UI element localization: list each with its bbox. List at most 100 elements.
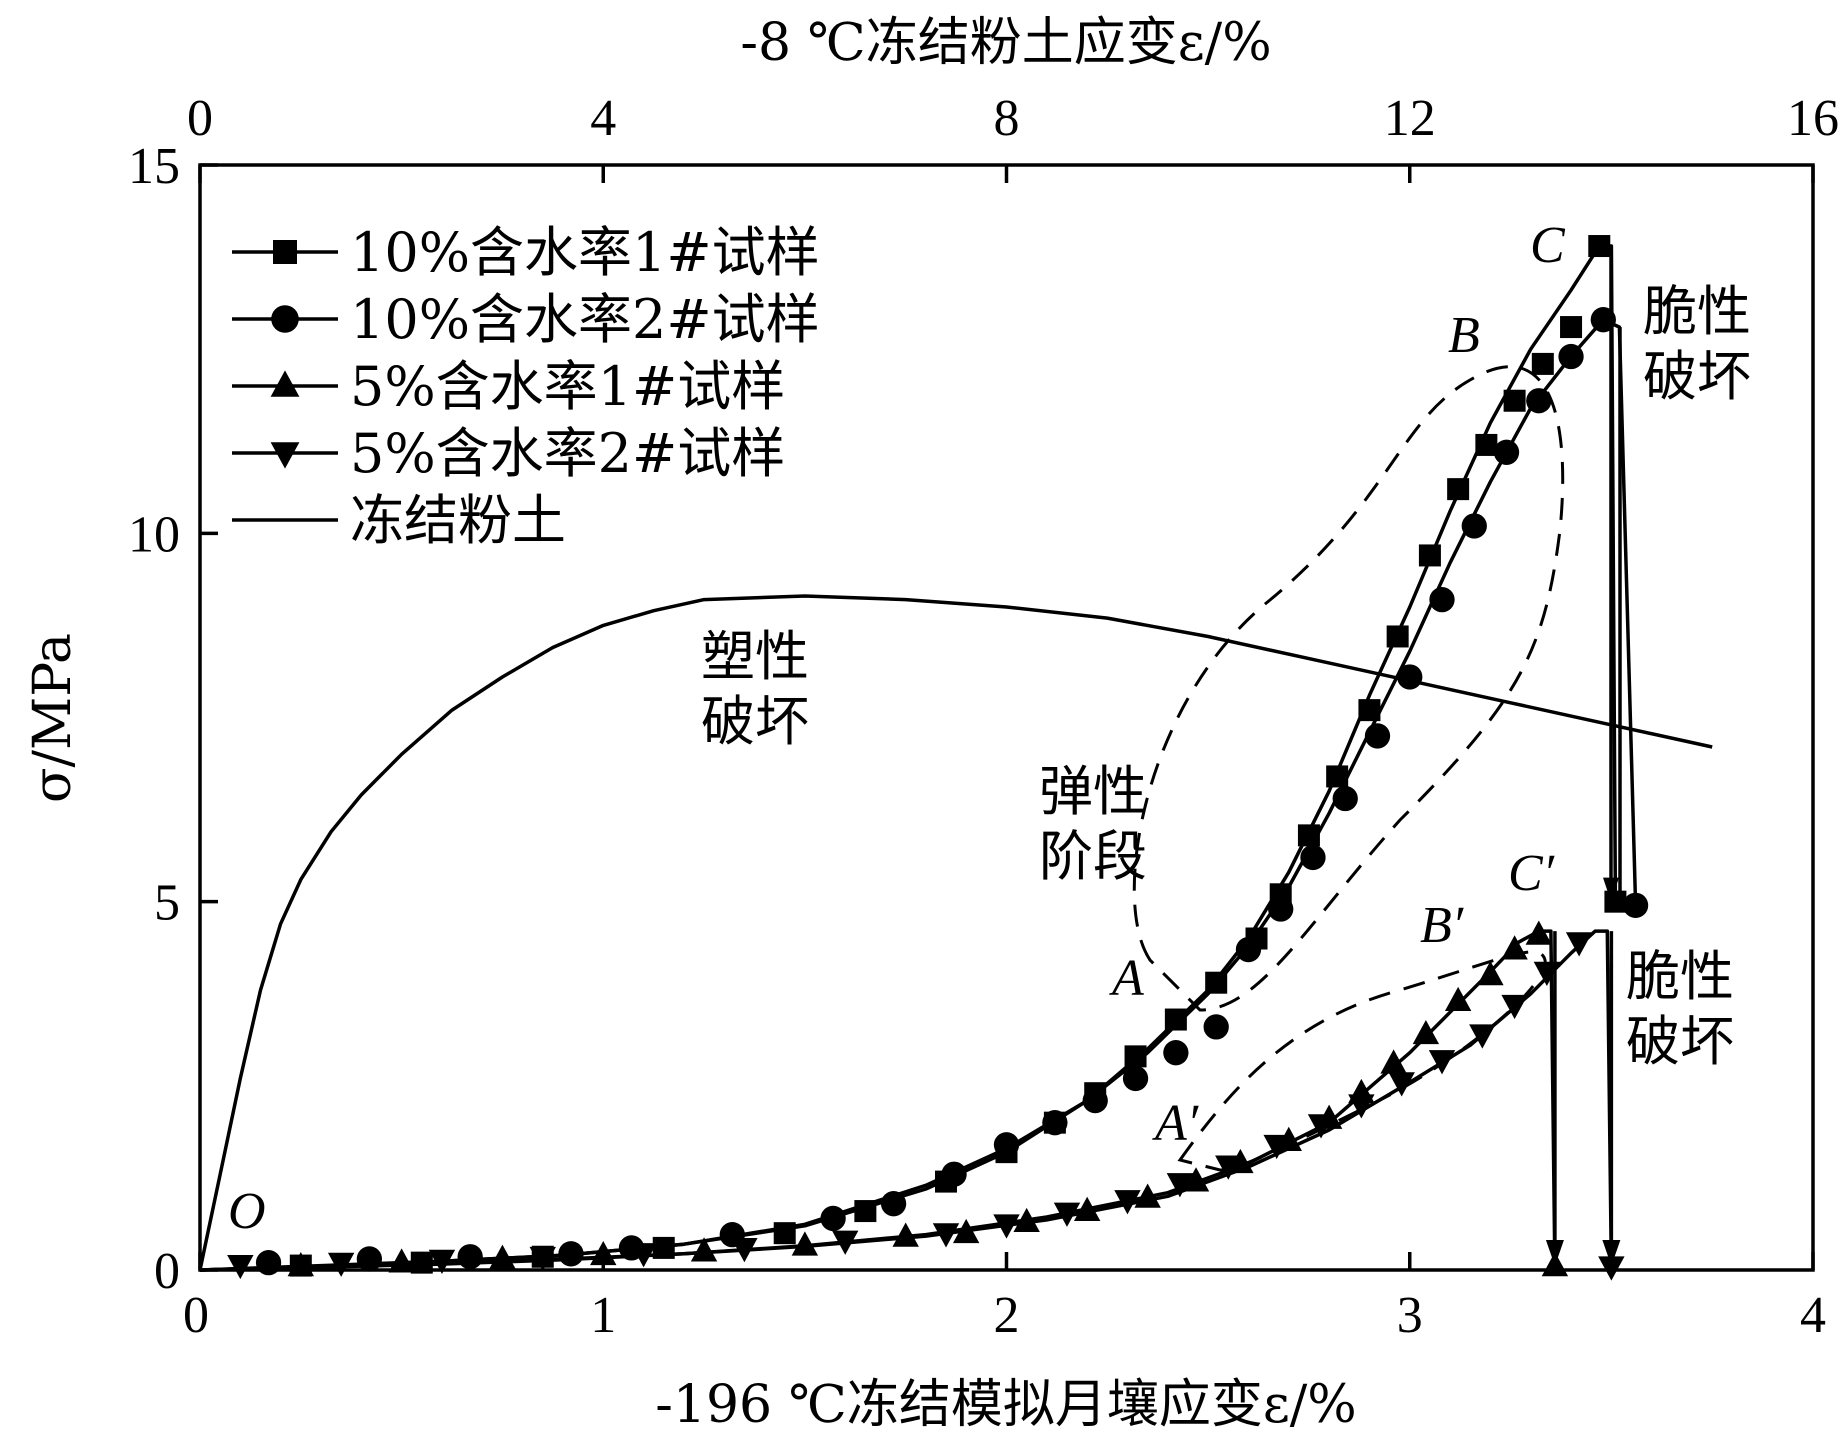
drop-arrowhead-1 bbox=[1602, 1240, 1621, 1266]
triangle-down-marker bbox=[1114, 1190, 1141, 1215]
circle-marker bbox=[1364, 723, 1391, 749]
legend-entry-0: 10%含水率1#试样 bbox=[232, 221, 820, 284]
triangle-down-marker bbox=[428, 1249, 456, 1274]
series-layer bbox=[198, 235, 1713, 1281]
square-marker bbox=[1386, 625, 1409, 648]
triangle-down-marker bbox=[270, 442, 300, 469]
series-line-3 bbox=[199, 929, 1614, 1272]
square-marker bbox=[273, 240, 297, 264]
circle-marker bbox=[1082, 1087, 1108, 1114]
legend-entry-1: 10%含水率2#试样 bbox=[232, 288, 820, 351]
square-marker bbox=[1604, 890, 1627, 913]
triangle-down-marker bbox=[1215, 1155, 1242, 1180]
square-marker bbox=[1531, 352, 1554, 375]
legend: 10%含水率1#试样10%含水率2#试样5%含水率1#试样5%含水率2#试样冻结… bbox=[232, 221, 820, 552]
y-tick-label: 10 bbox=[128, 506, 180, 563]
triangle-down-marker bbox=[1348, 1094, 1375, 1119]
y-tick-label: 0 bbox=[154, 1243, 180, 1300]
drop-arrowhead-0 bbox=[1545, 1240, 1564, 1266]
triangle-up-marker bbox=[1444, 986, 1472, 1012]
point-label-A: A bbox=[1109, 950, 1144, 1007]
y-tick-label: 15 bbox=[128, 138, 180, 195]
x-tick-label: 2 bbox=[994, 1287, 1020, 1344]
triangle-up-marker bbox=[1013, 1207, 1040, 1233]
triangle-down-marker bbox=[1053, 1202, 1081, 1227]
circle-marker bbox=[1461, 513, 1487, 539]
drop-arrowhead-10pct-0 bbox=[1603, 877, 1619, 902]
circle-marker bbox=[820, 1205, 846, 1232]
triangle-up-marker bbox=[1525, 920, 1552, 945]
x2-tick-label: 8 bbox=[994, 90, 1020, 147]
y-axis-title: σ/MPa bbox=[23, 633, 83, 803]
square-marker bbox=[1447, 478, 1470, 501]
circle-marker bbox=[1558, 343, 1584, 370]
triangle-up-marker bbox=[892, 1222, 919, 1247]
square-marker bbox=[1358, 699, 1381, 722]
triangle-up-marker bbox=[1501, 935, 1528, 960]
annotation-brittle2-line2: 破坏 bbox=[1626, 1010, 1734, 1073]
triangle-down-marker bbox=[832, 1230, 859, 1255]
circle-marker bbox=[1622, 892, 1649, 918]
annotation-brittle2-line1: 脆性 bbox=[1626, 945, 1734, 1008]
series-4 bbox=[198, 594, 1713, 1271]
circle-marker bbox=[271, 305, 299, 333]
circle-marker bbox=[1042, 1110, 1068, 1136]
series-line-4 bbox=[198, 594, 1713, 1271]
series-3 bbox=[199, 929, 1625, 1281]
circle-marker bbox=[1300, 844, 1326, 871]
circle-marker bbox=[993, 1132, 1020, 1158]
point-label-C-prime: C′ bbox=[1508, 845, 1556, 902]
y-tick-label: 5 bbox=[154, 875, 180, 932]
x-tick-label: 4 bbox=[1800, 1287, 1826, 1344]
circle-marker bbox=[1493, 439, 1520, 465]
legend-entry-2: 5%含水率1#试样 bbox=[232, 355, 785, 418]
triangle-down-marker bbox=[1565, 932, 1593, 957]
legend-label: 冻结粉土 bbox=[350, 489, 566, 552]
circle-marker bbox=[1526, 388, 1552, 414]
square-marker bbox=[1418, 544, 1441, 567]
triangle-down-marker bbox=[529, 1246, 556, 1272]
legend-label: 10%含水率2#试样 bbox=[350, 288, 820, 351]
triangle-down-marker bbox=[630, 1243, 657, 1268]
annotation-plastic-line2: 破坏 bbox=[701, 690, 809, 753]
triangle-down-marker bbox=[932, 1223, 960, 1248]
triangle-up-marker bbox=[1477, 961, 1504, 986]
square-marker bbox=[1560, 316, 1583, 339]
x2-axis-title: -8 ℃冻结粉土应变ε/% bbox=[740, 13, 1271, 73]
x2-tick-label: 0 bbox=[187, 90, 213, 147]
triangle-down-marker bbox=[1469, 1024, 1496, 1049]
annotation-plastic-line1: 塑性 bbox=[701, 625, 809, 688]
triangle-down-marker bbox=[1501, 994, 1528, 1020]
circle-marker bbox=[457, 1244, 483, 1270]
triangle-up-marker bbox=[1380, 1049, 1407, 1074]
triangle-down-marker bbox=[1263, 1134, 1290, 1160]
triangle-down-marker bbox=[327, 1252, 355, 1277]
triangle-up-marker bbox=[388, 1248, 415, 1273]
x-tick-label: 3 bbox=[1397, 1287, 1423, 1344]
triangle-down-marker bbox=[227, 1254, 254, 1280]
x2-tick-label: 4 bbox=[590, 90, 616, 147]
square-marker bbox=[1475, 433, 1498, 456]
annotation-brittle1-line1: 脆性 bbox=[1643, 280, 1751, 343]
triangle-down-marker bbox=[1388, 1072, 1415, 1097]
circle-marker bbox=[1235, 936, 1262, 963]
annotation-elastic-line1: 弹性 bbox=[1039, 760, 1147, 823]
circle-marker bbox=[1332, 785, 1358, 812]
annotation-brittle1-line2: 破坏 bbox=[1643, 345, 1751, 408]
square-marker bbox=[1164, 1008, 1187, 1031]
triangle-down-marker bbox=[1307, 1114, 1335, 1139]
circle-marker bbox=[1122, 1065, 1149, 1092]
circle-marker bbox=[1203, 1014, 1229, 1040]
legend-entry-3: 5%含水率2#试样 bbox=[232, 422, 785, 485]
elastic-stage-envelope-upper bbox=[1132, 365, 1565, 1012]
point-label-C: C bbox=[1530, 217, 1566, 274]
legend-label: 5%含水率2#试样 bbox=[350, 422, 785, 485]
legend-entry-4: 冻结粉土 bbox=[232, 489, 566, 552]
circle-marker bbox=[941, 1161, 967, 1187]
square-marker bbox=[1326, 765, 1349, 788]
triangle-up-marker bbox=[287, 1252, 315, 1277]
square-marker bbox=[1588, 235, 1611, 258]
circle-marker bbox=[1163, 1040, 1189, 1066]
